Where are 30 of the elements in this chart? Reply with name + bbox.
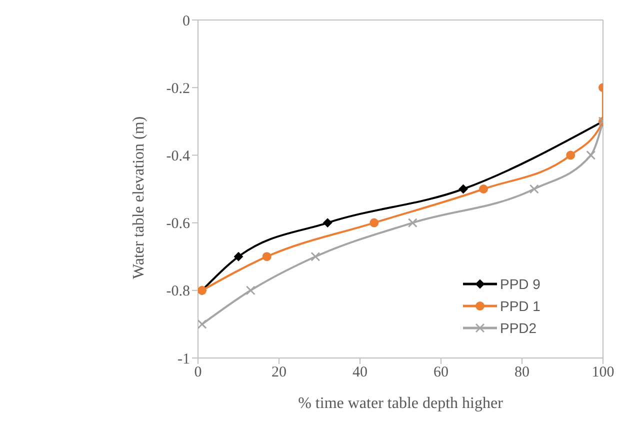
point: [370, 218, 379, 228]
point: [262, 252, 272, 262]
y-tick-label: -0.2: [166, 80, 190, 97]
point: [479, 184, 488, 194]
point: [310, 252, 320, 262]
x-tick-label: 0: [194, 364, 202, 381]
legend-label: PPD2: [500, 320, 537, 336]
point: [234, 252, 243, 262]
point: [586, 150, 596, 160]
legend-label: PPD 1: [500, 298, 540, 314]
x-tick-label: 20: [272, 364, 286, 381]
point: [529, 184, 539, 194]
legend-label: PPD 9: [500, 276, 540, 292]
x-tick-label: 100: [592, 364, 614, 381]
y-tick-label: -0.4: [166, 148, 190, 165]
point: [198, 319, 207, 329]
y-tick-label: 0: [182, 13, 190, 30]
y-tick-label: -1: [178, 351, 190, 368]
point: [408, 218, 418, 228]
y-tick-label: -0.6: [166, 216, 190, 232]
point: [246, 286, 256, 296]
y-axis-title: Water table elevation (m): [130, 116, 148, 279]
point: [458, 184, 468, 194]
point: [323, 218, 332, 228]
y-tick-label: -0.8: [166, 284, 190, 300]
x-tick-label: 80: [514, 364, 530, 381]
x-tick-label: 60: [434, 364, 448, 381]
point: [566, 150, 576, 160]
x-axis-title: % time water table depth higher: [298, 395, 504, 412]
x-tick-label: 40: [352, 364, 368, 381]
